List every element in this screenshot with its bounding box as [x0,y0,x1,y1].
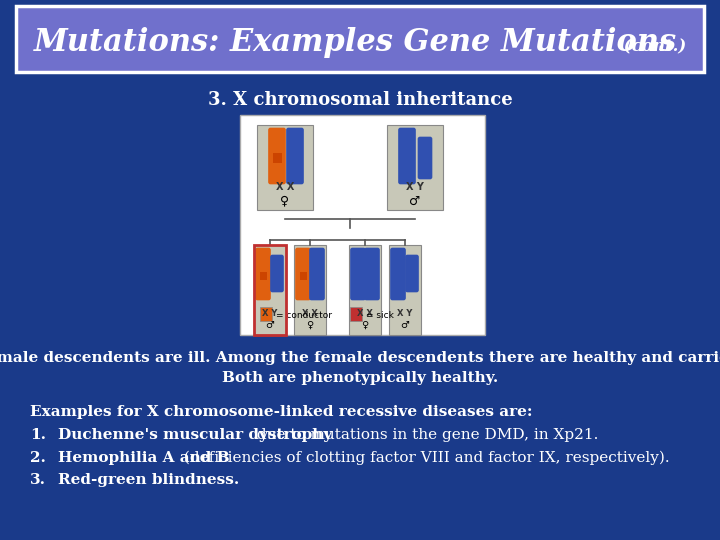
Text: X Y: X Y [397,308,413,318]
Bar [257,125,313,210]
Text: Red-green blindness.: Red-green blindness. [58,473,239,487]
Bar [254,245,286,335]
Text: ♀: ♀ [307,320,314,330]
FancyBboxPatch shape [351,248,365,300]
FancyBboxPatch shape [296,248,310,300]
Text: 3.: 3. [30,473,46,487]
Bar [259,272,266,280]
Text: ♀: ♀ [361,320,369,330]
Text: 2.: 2. [30,451,46,465]
Text: due to mutations in the gene DMD, in Xp21.: due to mutations in the gene DMD, in Xp2… [252,428,598,442]
Text: Hemophilia A and B: Hemophilia A and B [58,451,230,465]
Bar [240,115,485,335]
Bar [294,245,326,335]
Bar [300,272,307,280]
Text: X X: X X [357,308,373,318]
Bar [389,245,421,335]
FancyBboxPatch shape [399,129,415,184]
FancyBboxPatch shape [256,248,270,300]
Text: = conductor: = conductor [276,310,332,320]
Text: Duchenne's muscular dystrophy: Duchenne's muscular dystrophy [58,428,332,442]
Text: (deficiencies of clotting factor VIII and factor IX, respectively).: (deficiencies of clotting factor VIII an… [179,451,669,465]
Bar [254,245,286,335]
FancyBboxPatch shape [310,248,324,300]
FancyBboxPatch shape [16,6,704,72]
Bar [349,245,381,335]
Text: ♂: ♂ [400,320,410,330]
FancyBboxPatch shape [418,138,431,179]
Text: ♂: ♂ [410,194,420,207]
Text: X X: X X [302,308,318,318]
Text: = sick: = sick [366,310,394,320]
Bar [387,125,443,210]
FancyBboxPatch shape [391,248,405,300]
Text: (cont.): (cont.) [618,38,686,56]
Text: Mutations: Examples Gene Mutations: Mutations: Examples Gene Mutations [33,26,677,57]
Text: 3. X chromosomal inheritance: 3. X chromosomal inheritance [207,91,513,109]
Text: X Y: X Y [262,308,278,318]
FancyBboxPatch shape [365,248,379,300]
FancyBboxPatch shape [406,255,418,292]
Text: X X: X X [276,182,294,192]
FancyBboxPatch shape [287,129,303,184]
FancyBboxPatch shape [271,255,283,292]
Bar [272,153,282,163]
Bar [260,307,272,321]
Text: All male descendents are ill. Among the female descendents there are healthy and: All male descendents are ill. Among the … [0,351,720,365]
FancyBboxPatch shape [269,129,285,184]
Bar [350,307,362,321]
Text: ♂: ♂ [266,320,274,330]
Text: ♀: ♀ [280,194,289,207]
Text: X Y: X Y [406,182,424,192]
Text: Both are phenotypically healthy.: Both are phenotypically healthy. [222,371,498,385]
Text: 1.: 1. [30,428,46,442]
Text: Examples for X chromosome-linked recessive diseases are:: Examples for X chromosome-linked recessi… [30,405,533,419]
